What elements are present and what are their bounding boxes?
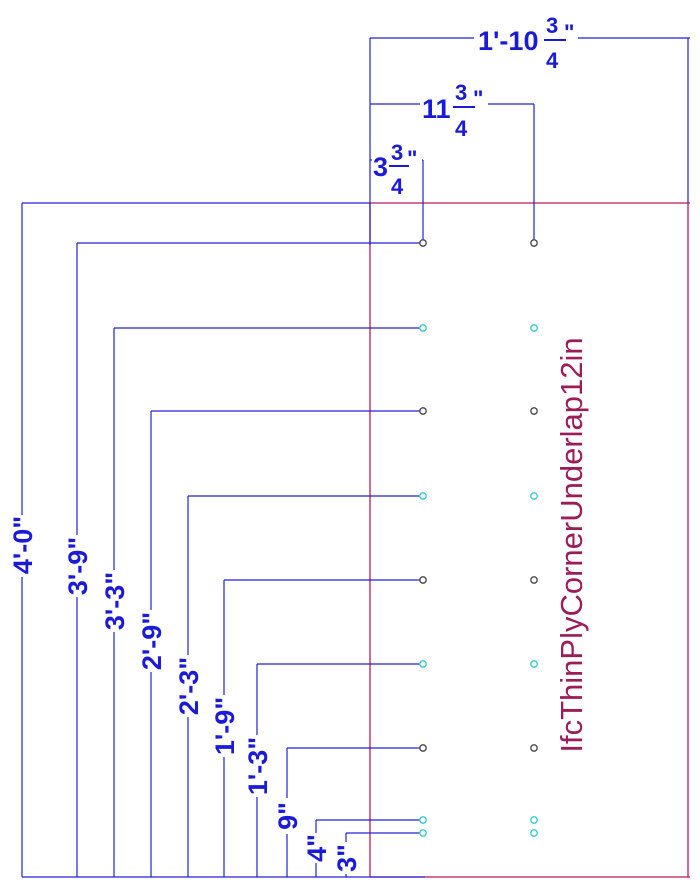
dim-whole: 11 bbox=[422, 94, 451, 124]
hole-marker bbox=[530, 744, 538, 752]
dim-whole: 3 bbox=[373, 152, 388, 182]
vertical-dim-labels: 4'-0" 3'-9" 3'-3" 2'-9" 2'-3" 1'-9" 1'-3… bbox=[7, 515, 362, 874]
hole-marker bbox=[530, 492, 538, 500]
hole-markers bbox=[419, 239, 538, 837]
hole-marker bbox=[419, 239, 427, 247]
dim-whole: 1'-10 bbox=[478, 26, 538, 56]
dim-text-3-3: 3'-3" bbox=[100, 572, 130, 630]
panel-outline bbox=[369, 202, 690, 878]
hole-marker bbox=[530, 660, 538, 668]
dim-numerator: 3 bbox=[546, 13, 558, 38]
dim-numerator: 3 bbox=[455, 80, 467, 105]
hole-marker bbox=[530, 324, 538, 332]
hole-marker bbox=[419, 492, 427, 500]
hole-marker bbox=[419, 829, 427, 837]
hole-marker bbox=[530, 407, 538, 415]
dim-denominator: 4 bbox=[391, 174, 404, 199]
dim-text-1-9: 1'-9" bbox=[210, 697, 240, 755]
dim-text-2-3: 2'-3" bbox=[174, 657, 204, 715]
dim-text-h-mid: 11 3 4 " bbox=[420, 80, 488, 142]
hole-marker bbox=[419, 816, 427, 824]
panel-label: IfcThinPlyCornerUnderlap12in bbox=[554, 337, 589, 752]
hole-marker bbox=[419, 744, 427, 752]
hole-marker bbox=[419, 576, 427, 584]
dim-text-2-9: 2'-9" bbox=[137, 612, 167, 670]
dim-text-1-3: 1'-3" bbox=[243, 737, 273, 795]
dim-suffix: " bbox=[407, 146, 417, 171]
dim-text-3-9: 3'-9" bbox=[63, 537, 93, 595]
dim-text-4-0: 4'-0" bbox=[8, 516, 38, 574]
hole-marker bbox=[530, 239, 538, 247]
dim-text-3: 3" bbox=[332, 844, 362, 872]
dim-denominator: 4 bbox=[546, 48, 559, 73]
dim-text-9: 9" bbox=[273, 802, 303, 830]
dim-text-h-small: 3 3 4 " bbox=[372, 140, 422, 199]
hole-marker bbox=[530, 829, 538, 837]
hole-marker bbox=[419, 660, 427, 668]
dim-numerator: 3 bbox=[391, 140, 403, 165]
dim-suffix: " bbox=[473, 86, 483, 111]
dim-denominator: 4 bbox=[455, 116, 468, 141]
hole-marker bbox=[530, 576, 538, 584]
dim-text-4: 4" bbox=[302, 834, 332, 862]
hole-marker bbox=[419, 407, 427, 415]
hole-marker bbox=[530, 816, 538, 824]
dim-text-h-overall: 1'-10 3 4 " bbox=[474, 13, 578, 74]
hole-marker bbox=[419, 324, 427, 332]
dim-suffix: " bbox=[564, 20, 574, 45]
